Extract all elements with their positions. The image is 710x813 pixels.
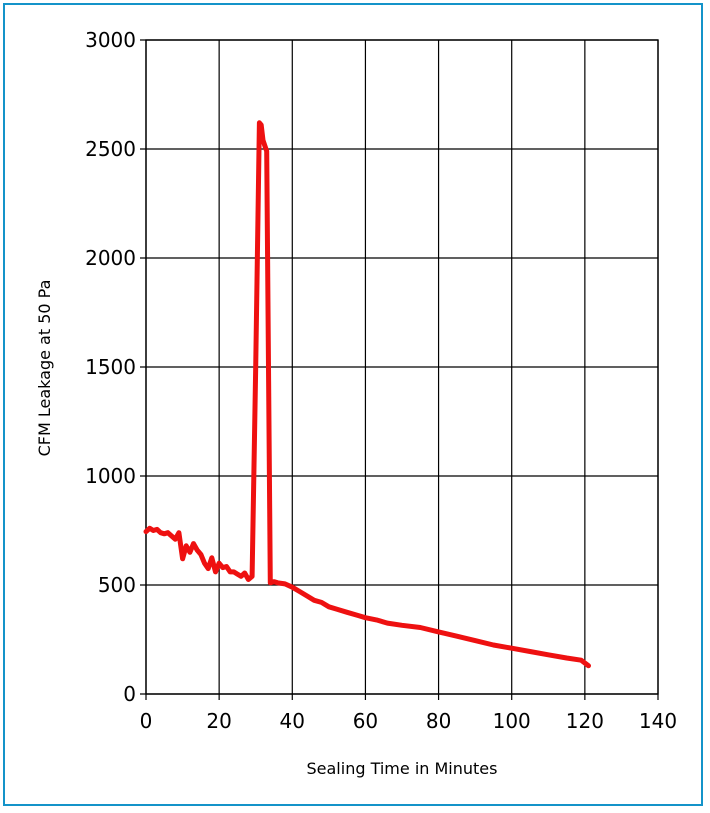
x-tick-label: 60: [353, 709, 378, 733]
series-layer: [143, 120, 591, 669]
y-tick-label: 0: [123, 682, 136, 706]
plot-border: [145, 39, 659, 695]
y-axis-ticks: 0 500 1000 1500 2000 2500 3000: [85, 28, 136, 706]
x-axis-title: Sealing Time in Minutes: [307, 759, 498, 778]
y-tick-label: 500: [98, 573, 136, 597]
x-tick-label: 140: [639, 709, 677, 733]
y-tick-label: 2500: [85, 137, 136, 161]
y-tick-label: 3000: [85, 28, 136, 52]
chart-frame: [3, 3, 703, 806]
y-tick-label: 2000: [85, 246, 136, 270]
x-tick-label: 80: [426, 709, 451, 733]
x-tick-label: 20: [206, 709, 231, 733]
x-axis-ticks: 0 20 40 60 80 100 120 140: [140, 709, 677, 733]
plot-area-border: [145, 39, 659, 695]
leakage-series-line: [143, 120, 591, 669]
y-axis-title: CFM Leakage at 50 Pa: [35, 280, 54, 457]
x-tick-label: 100: [493, 709, 531, 733]
x-tick-label: 120: [566, 709, 604, 733]
x-tick-label: 40: [280, 709, 305, 733]
y-tick-label: 1000: [85, 464, 136, 488]
y-tick-label: 1500: [85, 355, 136, 379]
grid: [140, 39, 659, 700]
x-tick-label: 0: [140, 709, 153, 733]
